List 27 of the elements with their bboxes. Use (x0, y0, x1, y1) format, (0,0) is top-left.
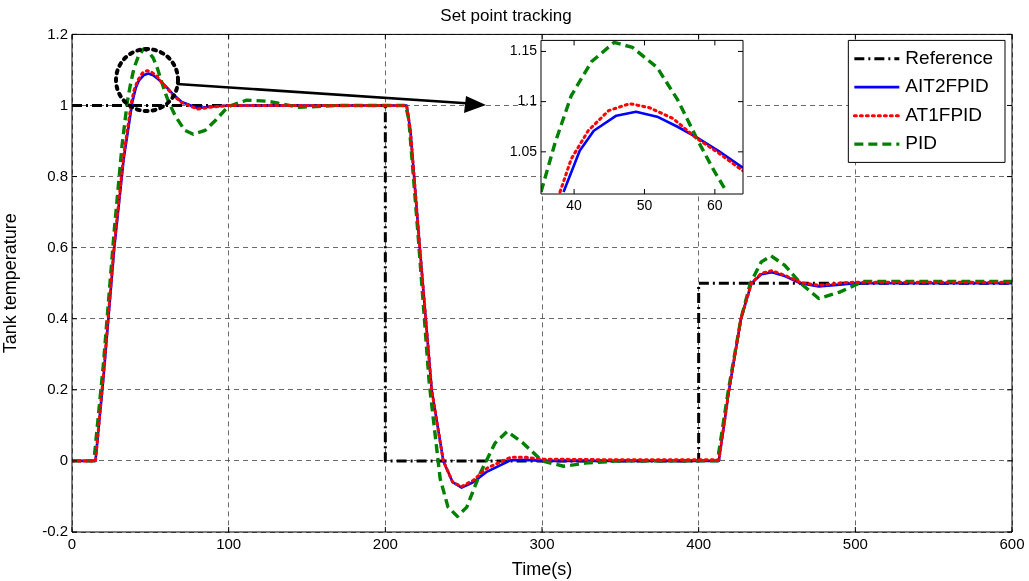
x-tick-label: 500 (842, 535, 868, 553)
y-tick-label: 0.8 (47, 166, 68, 184)
legend-label: Reference (905, 46, 994, 68)
y-tick-label: -0.2 (42, 522, 68, 540)
x-tick-label: 200 (372, 535, 398, 553)
x-tick-label: 60 (707, 197, 723, 214)
y-tick-label: 0.2 (47, 379, 68, 397)
legend-label: PID (905, 132, 938, 154)
x-axis-title: Time(s) (511, 559, 573, 580)
y-tick-label: 0 (59, 451, 68, 469)
x-tick-label: 600 (999, 535, 1025, 553)
y-tick-label: 1.1 (517, 92, 538, 109)
y-axis-title: Tank temperature (0, 213, 20, 354)
y-tick-label: 0.4 (47, 308, 68, 326)
y-tick-label: 1.05 (509, 142, 538, 159)
y-tick-label: 0.6 (47, 237, 68, 255)
chart-title: Set point tracking (440, 5, 572, 25)
legend-label: AIT2FPID (905, 75, 989, 97)
legend-label: AT1FPID (905, 103, 983, 125)
x-tick-label: 300 (529, 535, 555, 553)
y-tick-label: 1 (59, 95, 68, 113)
x-tick-label: 100 (216, 535, 242, 553)
y-tick-label: 1.15 (509, 42, 538, 59)
x-tick-label: 400 (686, 535, 712, 553)
y-tick-label: 1.2 (47, 24, 68, 42)
x-tick-label: 40 (566, 197, 583, 214)
x-tick-label: 50 (636, 197, 653, 214)
